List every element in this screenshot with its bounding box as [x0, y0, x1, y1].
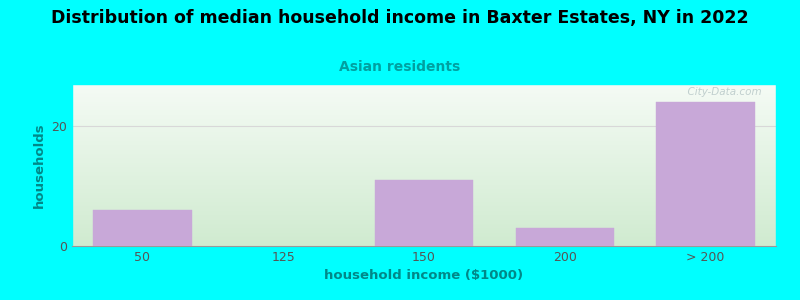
- Text: Asian residents: Asian residents: [339, 60, 461, 74]
- X-axis label: household income ($1000): household income ($1000): [325, 269, 523, 282]
- Bar: [656, 102, 755, 246]
- Text: Distribution of median household income in Baxter Estates, NY in 2022: Distribution of median household income …: [51, 9, 749, 27]
- Text: City-Data.com: City-Data.com: [682, 87, 762, 97]
- Bar: [374, 180, 474, 246]
- Bar: [93, 210, 192, 246]
- Y-axis label: households: households: [33, 122, 46, 208]
- Bar: [515, 228, 614, 246]
